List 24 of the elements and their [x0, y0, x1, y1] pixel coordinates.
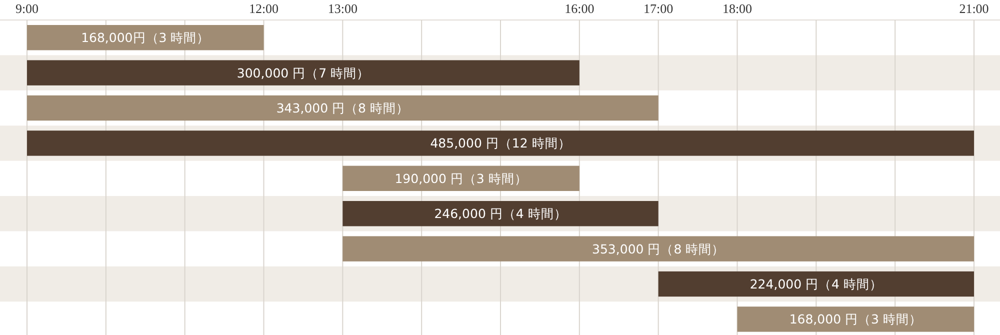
data-label: 343,000 円（8 時間） [276, 100, 409, 116]
x-tick-label: 21:00 [959, 1, 989, 16]
bar [342, 236, 974, 262]
data-label: 168,000 円（3 時間） [789, 312, 922, 327]
x-tick-label: 18:00 [722, 1, 752, 16]
bar [342, 201, 658, 226]
data-label: 224,000 円（4 時間） [750, 276, 882, 292]
data-label: 485,000 円（12 時間） [430, 136, 571, 151]
bar [27, 60, 580, 86]
bar [342, 166, 580, 191]
bar [737, 306, 974, 332]
bar [27, 95, 658, 121]
x-tick-label: 16:00 [564, 1, 594, 16]
x-tick-label: 9:00 [15, 1, 39, 16]
bar [27, 25, 264, 50]
data-label: 246,000 円（4 時間） [434, 206, 567, 222]
x-tick-label: 17:00 [644, 1, 674, 16]
data-label: 190,000 円（3 時間） [394, 170, 528, 186]
data-label: 168,000円（3 時間） [81, 30, 210, 46]
x-tick-label: 12:00 [248, 1, 279, 16]
bar [658, 271, 974, 297]
x-tick-label: 13:00 [328, 1, 358, 16]
data-label: 300,000 円（7 時間） [236, 65, 370, 80]
data-label: 353,000 円（8 時間） [592, 241, 725, 256]
